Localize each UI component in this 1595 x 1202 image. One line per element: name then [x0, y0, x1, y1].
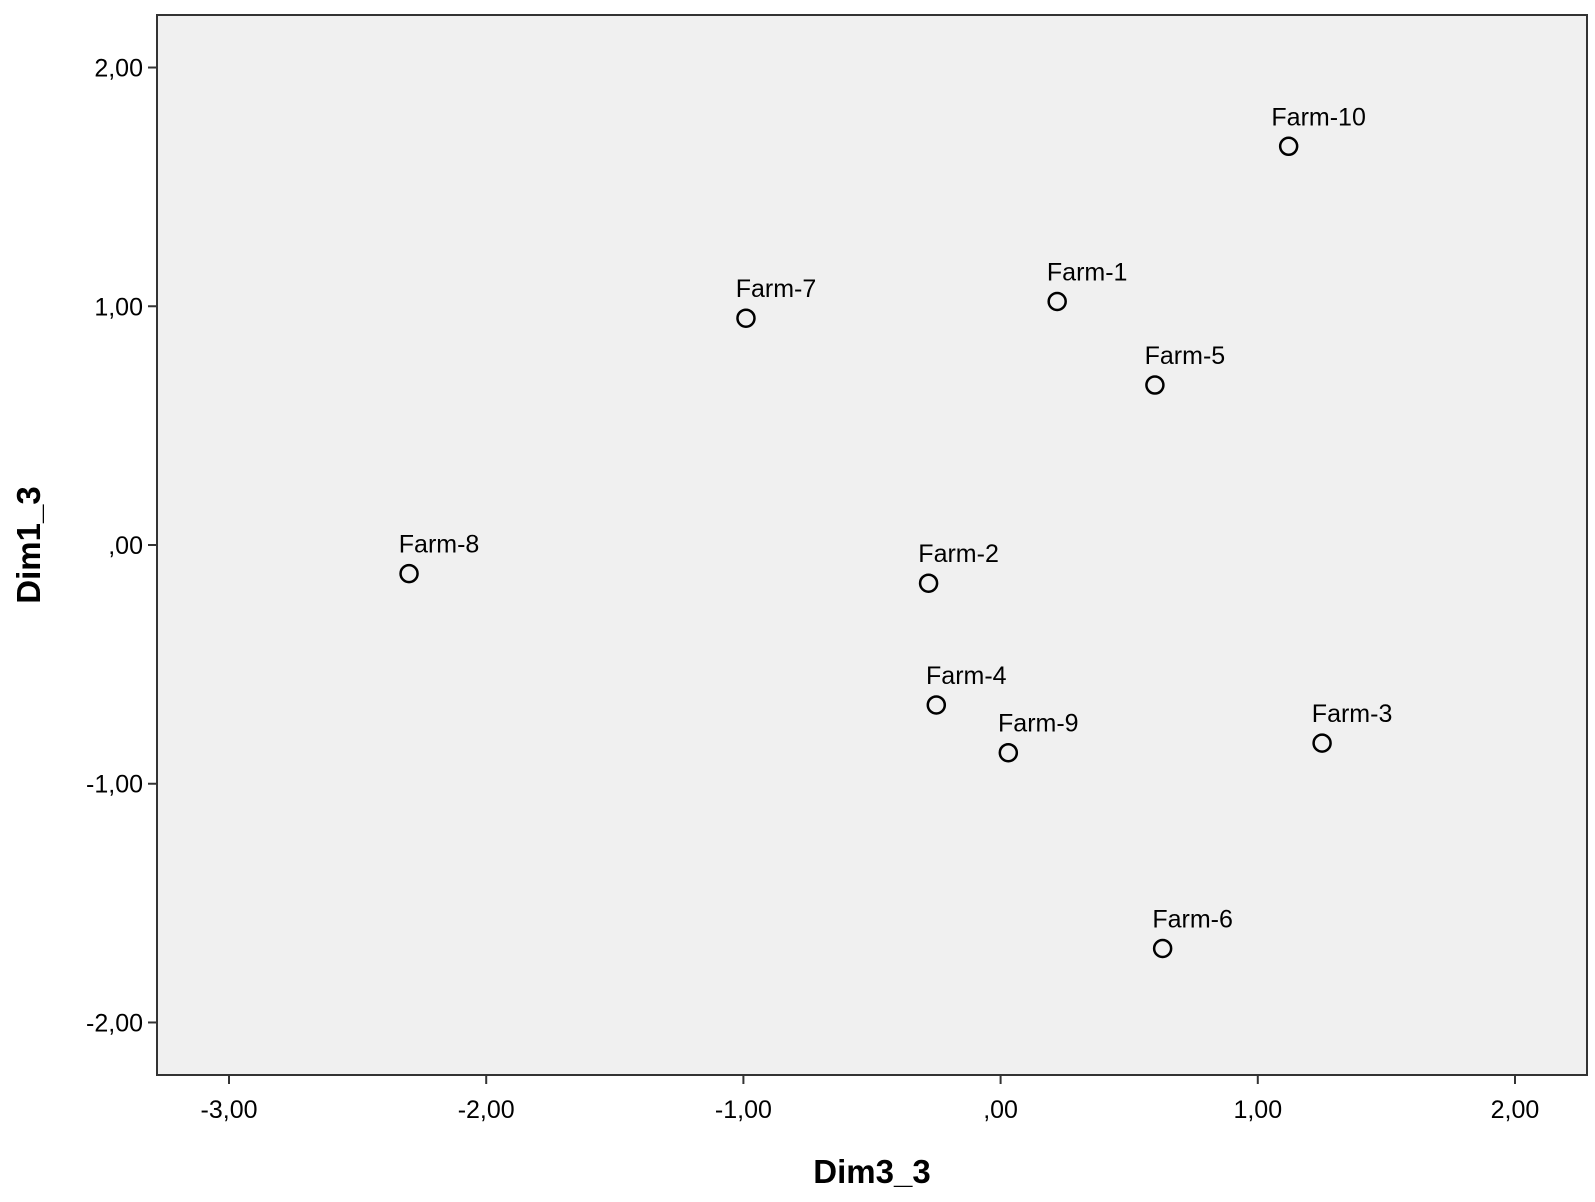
data-point: [1152, 938, 1173, 959]
data-point: [926, 695, 947, 715]
data-point: [918, 573, 939, 593]
data-point-label: Farm-9: [998, 710, 1079, 738]
data-point: [1145, 375, 1165, 395]
x-tick-label: ,00: [983, 1096, 1018, 1124]
data-point-label: Farm-3: [1312, 700, 1393, 728]
data-point: [1047, 291, 1067, 312]
y-tick-label: ,00: [108, 532, 143, 560]
y-tick-label: -2,00: [86, 1009, 143, 1037]
y-axis: 2,00 1,00 ,00 -1,00 -2,00: [86, 55, 157, 1037]
plot-area: [156, 14, 1588, 1076]
data-point: [998, 742, 1019, 763]
x-tick-label: 1,00: [1233, 1096, 1282, 1124]
x-tick-label: 2,00: [1491, 1096, 1540, 1124]
data-point-label: Farm-8: [399, 531, 480, 559]
data-point-label: Farm-2: [918, 540, 999, 568]
data-point: [1278, 136, 1299, 157]
y-tick-label: 1,00: [94, 293, 143, 321]
data-point: [736, 308, 756, 328]
x-axis: -3,00 -2,00 -1,00 ,00 1,00 2,00: [201, 1075, 1540, 1124]
data-point-label: Farm-10: [1271, 103, 1365, 131]
y-tick-label: -1,00: [86, 771, 143, 799]
data-point: [399, 563, 419, 584]
data-point-label: Farm-6: [1152, 905, 1233, 933]
x-tick-label: -2,00: [458, 1096, 515, 1124]
data-point: [1312, 733, 1332, 753]
data-point-label: Farm-4: [926, 662, 1007, 690]
data-point-label: Farm-5: [1145, 342, 1226, 370]
y-axis-title: Dim1_3: [10, 486, 47, 603]
y-tick-label: 2,00: [94, 55, 143, 83]
data-point-label: Farm-7: [736, 275, 817, 303]
data-points: Farm-10 Farm-7 Farm-1 Farm-5 Farm-8 Farm-2 Far…: [399, 103, 1393, 959]
x-axis-title: Dim3_3: [813, 1153, 930, 1190]
data-point-label: Farm-1: [1047, 258, 1128, 286]
x-tick-label: -3,00: [201, 1096, 258, 1124]
x-tick-label: -1,00: [715, 1096, 772, 1124]
